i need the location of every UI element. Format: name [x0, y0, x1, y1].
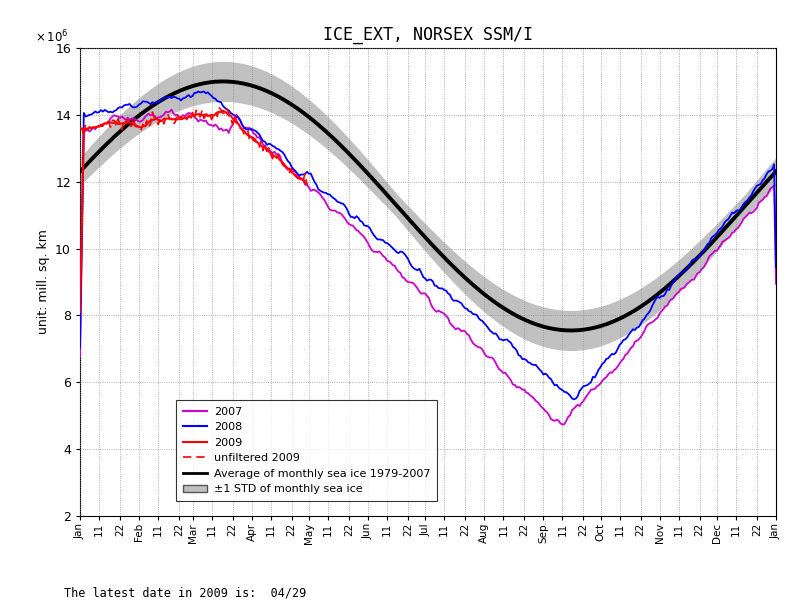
Y-axis label: unit: mill. sq. km: unit: mill. sq. km [37, 230, 50, 334]
Title: ICE_EXT, NORSEX SSM/I: ICE_EXT, NORSEX SSM/I [323, 26, 533, 44]
Text: $\times\,10^6$: $\times\,10^6$ [34, 29, 68, 46]
Legend: 2007, 2008, 2009, unfiltered 2009, Average of monthly sea ice 1979-2007, ±1 STD : 2007, 2008, 2009, unfiltered 2009, Avera… [176, 400, 437, 501]
Text: The latest date in 2009 is:  04/29: The latest date in 2009 is: 04/29 [64, 587, 306, 600]
